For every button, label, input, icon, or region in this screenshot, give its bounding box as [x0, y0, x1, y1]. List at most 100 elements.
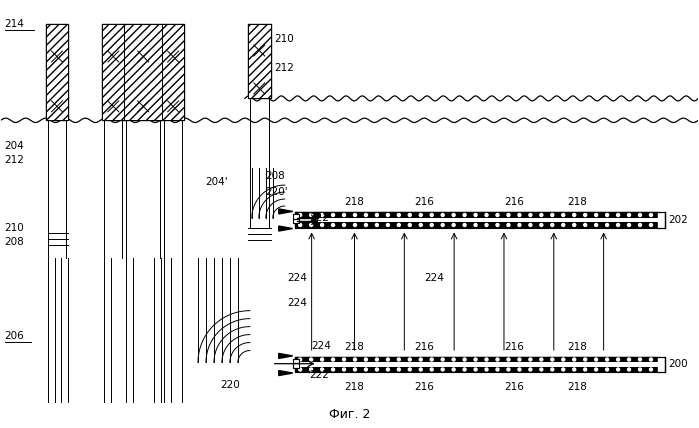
Text: 216: 216: [415, 382, 434, 392]
Circle shape: [595, 368, 598, 371]
Circle shape: [496, 223, 499, 226]
Text: 222: 222: [310, 371, 329, 380]
Text: 210: 210: [274, 34, 294, 44]
Circle shape: [496, 214, 499, 217]
Circle shape: [529, 368, 532, 371]
Circle shape: [540, 223, 543, 226]
Circle shape: [605, 358, 609, 361]
Circle shape: [408, 368, 411, 371]
Circle shape: [507, 368, 510, 371]
Circle shape: [605, 223, 609, 226]
Circle shape: [638, 223, 642, 226]
Circle shape: [496, 358, 499, 361]
Circle shape: [628, 358, 630, 361]
Circle shape: [321, 368, 324, 371]
Circle shape: [649, 368, 652, 371]
Circle shape: [354, 358, 356, 361]
Circle shape: [354, 368, 356, 371]
Circle shape: [298, 214, 302, 217]
Circle shape: [430, 214, 433, 217]
Circle shape: [419, 223, 422, 226]
Text: 214: 214: [5, 19, 24, 29]
Bar: [295, 357, 658, 362]
Circle shape: [485, 223, 488, 226]
Circle shape: [595, 214, 598, 217]
Circle shape: [430, 223, 433, 226]
Circle shape: [452, 214, 455, 217]
Circle shape: [540, 358, 543, 361]
Circle shape: [507, 358, 510, 361]
Bar: [248, 24, 271, 98]
Circle shape: [298, 368, 302, 371]
Bar: [45, 24, 69, 120]
Circle shape: [485, 358, 488, 361]
Circle shape: [463, 214, 466, 217]
Circle shape: [518, 358, 521, 361]
Bar: [293, 219, 299, 223]
Circle shape: [518, 368, 521, 371]
Text: 218: 218: [567, 197, 586, 208]
Text: Фиг. 2: Фиг. 2: [329, 408, 370, 421]
Circle shape: [572, 214, 576, 217]
Circle shape: [298, 358, 302, 361]
Circle shape: [572, 368, 576, 371]
Circle shape: [364, 214, 368, 217]
Circle shape: [441, 358, 444, 361]
Bar: [295, 362, 658, 367]
Text: 216: 216: [504, 197, 524, 208]
Circle shape: [617, 214, 619, 217]
Circle shape: [354, 214, 356, 217]
Circle shape: [343, 214, 345, 217]
Bar: [124, 24, 162, 120]
Circle shape: [331, 214, 335, 217]
Bar: [124, 24, 162, 120]
Text: 204: 204: [5, 141, 24, 151]
Circle shape: [540, 214, 543, 217]
Circle shape: [343, 223, 345, 226]
Circle shape: [617, 358, 619, 361]
Circle shape: [562, 223, 565, 226]
Circle shape: [518, 214, 521, 217]
Bar: [162, 24, 184, 120]
Circle shape: [375, 223, 378, 226]
Bar: [295, 217, 658, 223]
Circle shape: [584, 368, 586, 371]
Circle shape: [387, 223, 389, 226]
Circle shape: [584, 214, 586, 217]
Circle shape: [551, 214, 554, 217]
Circle shape: [441, 223, 444, 226]
Circle shape: [562, 368, 565, 371]
Text: 212: 212: [5, 155, 24, 165]
Circle shape: [649, 358, 652, 361]
Circle shape: [485, 368, 488, 371]
Circle shape: [474, 223, 477, 226]
Polygon shape: [279, 226, 293, 231]
Circle shape: [408, 223, 411, 226]
Circle shape: [375, 358, 378, 361]
Circle shape: [617, 223, 619, 226]
Polygon shape: [279, 354, 293, 358]
Circle shape: [452, 223, 455, 226]
Text: 224: 224: [424, 273, 444, 283]
Polygon shape: [658, 357, 665, 372]
Circle shape: [397, 358, 401, 361]
Circle shape: [507, 214, 510, 217]
Text: 216: 216: [415, 197, 434, 208]
Circle shape: [452, 358, 455, 361]
Circle shape: [331, 358, 335, 361]
Circle shape: [387, 358, 389, 361]
Circle shape: [419, 368, 422, 371]
Circle shape: [441, 214, 444, 217]
Text: 208: 208: [5, 237, 24, 247]
Circle shape: [628, 368, 630, 371]
Circle shape: [321, 214, 324, 217]
Circle shape: [649, 214, 652, 217]
Circle shape: [310, 214, 312, 217]
Bar: [162, 24, 184, 120]
Circle shape: [562, 358, 565, 361]
Circle shape: [310, 223, 312, 226]
Bar: [295, 367, 658, 372]
Circle shape: [364, 223, 368, 226]
Circle shape: [496, 368, 499, 371]
Circle shape: [551, 358, 554, 361]
